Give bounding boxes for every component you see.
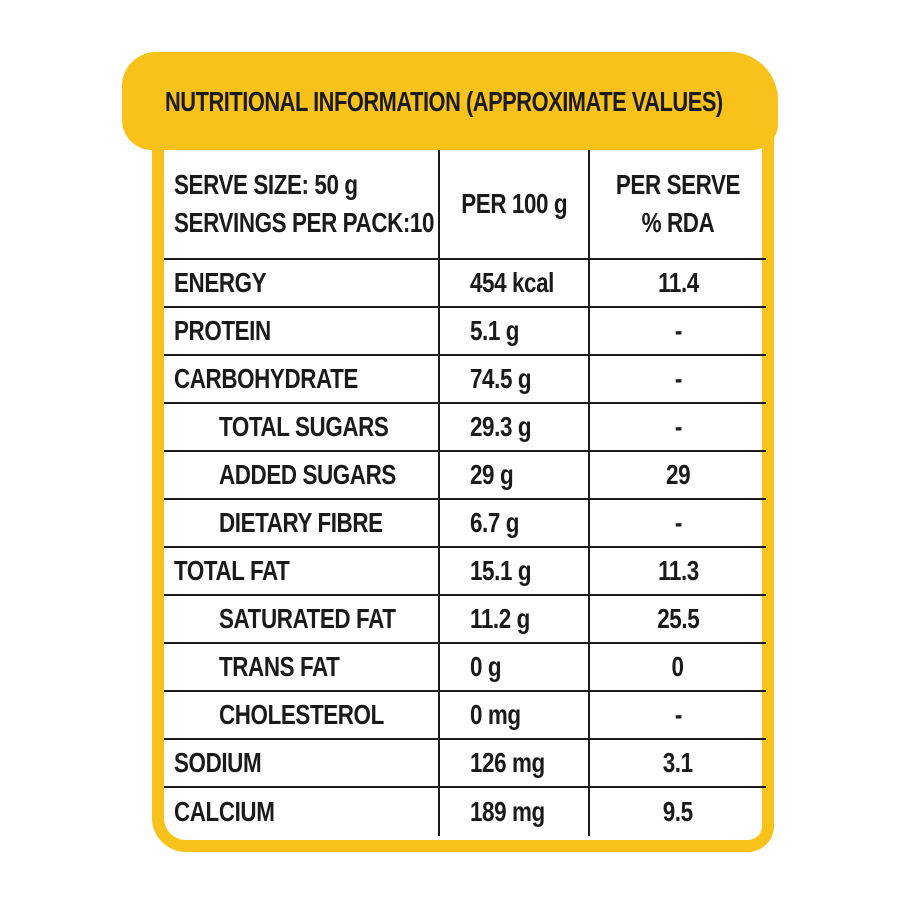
- nutrient-name-cell: CALCIUM: [164, 787, 439, 836]
- rda-value: -: [674, 315, 682, 346]
- table-row: SATURATED FAT 11.2 g 25.5: [164, 595, 766, 644]
- nutrient-name: CHOLESTEROL: [219, 699, 384, 730]
- per-100g-cell: 126 mg: [438, 739, 589, 788]
- rda-cell: 9.5: [588, 787, 766, 836]
- table-row: TOTAL FAT 15.1 g 11.3: [164, 547, 766, 596]
- nutrient-name: ADDED SUGARS: [219, 459, 396, 490]
- nutrient-name: CALCIUM: [174, 796, 275, 827]
- nutrient-name-cell: ADDED SUGARS: [164, 451, 439, 500]
- nutrient-name: CARBOHYDRATE: [174, 363, 358, 394]
- rda-value: -: [674, 363, 682, 394]
- nutrient-name: TRANS FAT: [219, 651, 340, 682]
- nutrient-name-cell: TOTAL SUGARS: [164, 403, 439, 452]
- rda-cell: -: [588, 499, 766, 548]
- per-100g-cell: 29 g: [438, 451, 589, 500]
- nutrient-name: TOTAL SUGARS: [219, 411, 389, 442]
- per-100g-cell: 0 mg: [438, 691, 589, 740]
- nutrition-table: SERVE SIZE: 50 g SERVINGS PER PACK:10 PE…: [164, 150, 766, 836]
- nutrient-name: ENERGY: [174, 267, 267, 298]
- table-row: PROTEIN 5.1 g -: [164, 307, 766, 356]
- rda-cell: 25.5: [588, 595, 766, 644]
- nutrient-name-cell: ENERGY: [164, 259, 439, 308]
- per-100g-value: 454 kcal: [470, 267, 554, 298]
- per-100g-value: 74.5 g: [470, 363, 532, 394]
- nutrient-name-cell: TRANS FAT: [164, 643, 439, 692]
- nutrient-name-cell: SATURATED FAT: [164, 595, 439, 644]
- per-100g-cell: 29.3 g: [438, 403, 589, 452]
- rda-value: 29: [665, 459, 691, 490]
- per-100g-cell: 15.1 g: [438, 547, 589, 596]
- table-row: SODIUM 126 mg 3.1: [164, 739, 766, 788]
- table-row: TRANS FAT 0 g 0: [164, 643, 766, 692]
- nutrient-name-cell: CARBOHYDRATE: [164, 355, 439, 404]
- per-100g-value: 189 mg: [470, 796, 545, 827]
- rda-cell: -: [588, 691, 766, 740]
- label-title: NUTRITIONAL INFORMATION (APPROXIMATE VAL…: [165, 86, 723, 117]
- rda-value: -: [674, 507, 682, 538]
- per-100g-cell: 11.2 g: [438, 595, 589, 644]
- nutrition-table-wrap: SERVE SIZE: 50 g SERVINGS PER PACK:10 PE…: [164, 150, 766, 836]
- table-row: CHOLESTEROL 0 mg -: [164, 691, 766, 740]
- rda-cell: 3.1: [588, 739, 766, 788]
- nutrient-name-cell: CHOLESTEROL: [164, 691, 439, 740]
- nutrient-name-cell: TOTAL FAT: [164, 547, 439, 596]
- rda-value: 11.3: [657, 555, 699, 586]
- serve-size: SERVE SIZE: 50 g: [174, 169, 358, 200]
- rda-value: 25.5: [657, 603, 699, 634]
- rda-value: 0: [671, 651, 685, 682]
- per-100g-value: 11.2 g: [470, 603, 530, 634]
- table-row: DIETARY FIBRE 6.7 g -: [164, 499, 766, 548]
- table-row: CALCIUM 189 mg 9.5: [164, 787, 766, 836]
- nutrient-name: DIETARY FIBRE: [219, 507, 383, 538]
- rda-cell: 11.3: [588, 547, 766, 596]
- rda-cell: 11.4: [588, 259, 766, 308]
- table-header-row: SERVE SIZE: 50 g SERVINGS PER PACK:10 PE…: [164, 150, 766, 259]
- table-row: CARBOHYDRATE 74.5 g -: [164, 355, 766, 404]
- per-100g-value: 0 mg: [470, 699, 521, 730]
- per-100g-value: 5.1 g: [470, 315, 520, 346]
- per-100g-value: 0 g: [470, 651, 502, 682]
- servings-per-pack: SERVINGS PER PACK:10: [174, 207, 435, 238]
- rda-cell: -: [588, 403, 766, 452]
- table-row: TOTAL SUGARS 29.3 g -: [164, 403, 766, 452]
- per-100g-header: PER 100 g: [438, 150, 589, 259]
- per-100g-value: 29 g: [470, 459, 514, 490]
- nutrient-name-cell: PROTEIN: [164, 307, 439, 356]
- rda-value: 9.5: [663, 796, 693, 827]
- rda-value: -: [674, 699, 682, 730]
- title-banner: [122, 52, 778, 150]
- serving-info-header: SERVE SIZE: 50 g SERVINGS PER PACK:10: [164, 150, 439, 259]
- nutrient-name: SATURATED FAT: [219, 603, 396, 634]
- nutrient-name-cell: DIETARY FIBRE: [164, 499, 439, 548]
- table-row: ADDED SUGARS 29 g 29: [164, 451, 766, 500]
- rda-value: 11.4: [657, 267, 699, 298]
- rda-value: -: [674, 411, 682, 442]
- nutrient-name: TOTAL FAT: [174, 555, 290, 586]
- nutrient-name-cell: SODIUM: [164, 739, 439, 788]
- per-serve-rda-header: PER SERVE % RDA: [588, 150, 766, 259]
- nutrient-name: PROTEIN: [174, 315, 271, 346]
- per-100g-value: 15.1 g: [470, 555, 532, 586]
- per-100g-cell: 5.1 g: [438, 307, 589, 356]
- rda-cell: 0: [588, 643, 766, 692]
- per-100g-value: 6.7 g: [470, 507, 520, 538]
- per-100g-cell: 454 kcal: [438, 259, 589, 308]
- nutrient-name: SODIUM: [174, 747, 262, 778]
- per-100g-value: 126 mg: [470, 747, 545, 778]
- rda-cell: -: [588, 307, 766, 356]
- rda-value: 3.1: [663, 747, 693, 778]
- per-100g-cell: 6.7 g: [438, 499, 589, 548]
- per-100g-cell: 74.5 g: [438, 355, 589, 404]
- per-100g-cell: 0 g: [438, 643, 589, 692]
- rda-cell: 29: [588, 451, 766, 500]
- table-row: ENERGY 454 kcal 11.4: [164, 259, 766, 308]
- rda-cell: -: [588, 355, 766, 404]
- per-100g-cell: 189 mg: [438, 787, 589, 836]
- per-100g-value: 29.3 g: [470, 411, 532, 442]
